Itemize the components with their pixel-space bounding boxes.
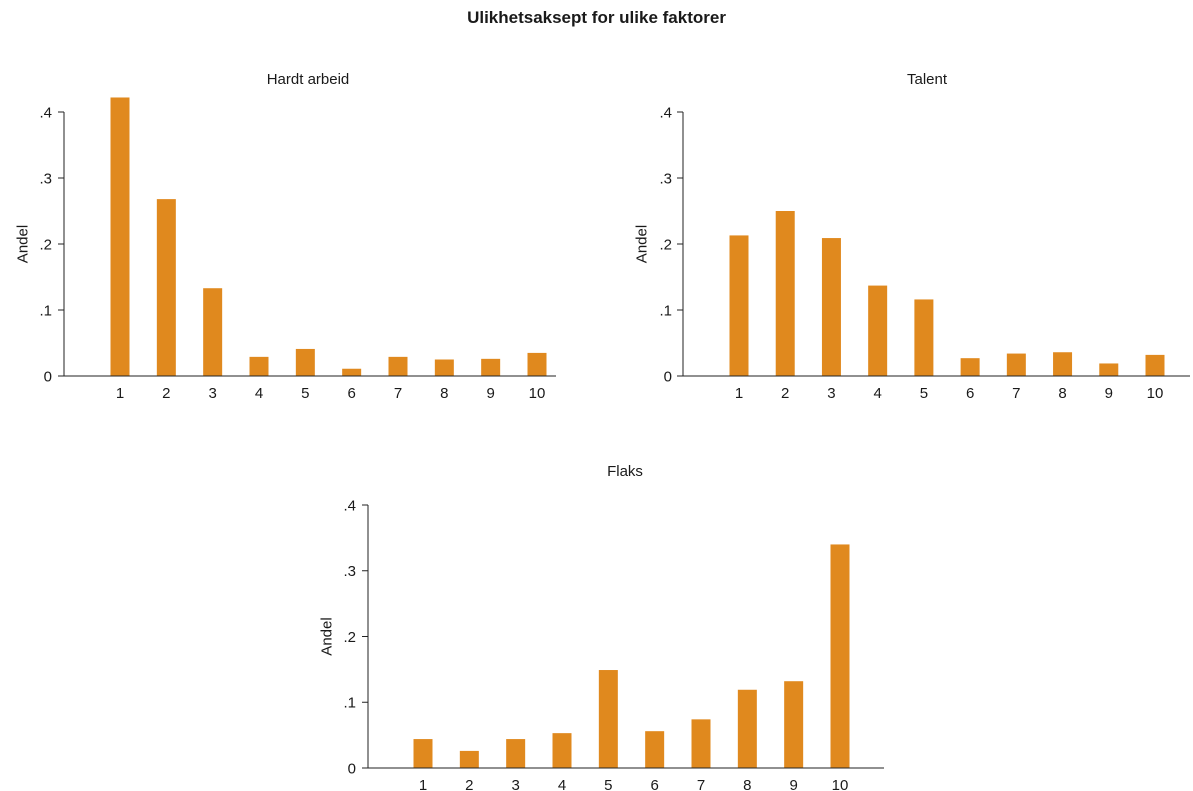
x-tick-label: 3 <box>511 777 519 791</box>
bar <box>784 681 804 768</box>
x-tick-label: 4 <box>873 385 881 402</box>
x-tick-label: 1 <box>735 385 743 402</box>
bar <box>156 199 176 376</box>
x-tick-label: 9 <box>789 777 797 791</box>
x-tick-label: 7 <box>697 777 705 791</box>
panel-title: Flaks <box>607 463 643 480</box>
x-tick-label: 1 <box>419 777 427 791</box>
bar <box>1099 363 1119 376</box>
bar <box>203 288 223 376</box>
x-tick-label: 3 <box>208 385 216 402</box>
x-tick-label: 5 <box>920 385 928 402</box>
y-tick-label: .2 <box>39 236 52 253</box>
x-tick-label: 3 <box>827 385 835 402</box>
y-tick-label: .4 <box>39 104 52 121</box>
y-tick-label: .2 <box>343 629 356 646</box>
bar <box>645 731 665 768</box>
bar <box>295 348 315 376</box>
x-tick-label: 4 <box>255 385 263 402</box>
x-tick-label: 10 <box>1147 385 1164 402</box>
bar <box>110 97 130 376</box>
y-axis-label: Andel <box>318 617 335 655</box>
bar <box>388 356 408 376</box>
bar <box>249 356 269 376</box>
bar <box>413 739 433 768</box>
y-tick-label: 0 <box>348 760 356 777</box>
bar <box>481 358 501 376</box>
bar <box>960 358 980 376</box>
bar <box>552 733 572 768</box>
y-axis-label: Andel <box>633 225 650 263</box>
bar <box>1006 353 1026 376</box>
x-tick-label: 6 <box>347 385 355 402</box>
x-tick-label: 9 <box>486 385 494 402</box>
x-tick-label: 8 <box>743 777 751 791</box>
x-tick-label: 8 <box>440 385 448 402</box>
y-tick-label: .1 <box>343 695 356 712</box>
y-tick-label: .4 <box>343 497 356 514</box>
bar <box>459 750 479 768</box>
y-tick-label: .3 <box>659 170 672 187</box>
x-tick-label: 6 <box>650 777 658 791</box>
bar <box>342 368 362 376</box>
y-tick-label: .2 <box>659 236 672 253</box>
x-tick-label: 4 <box>558 777 566 791</box>
bar <box>1053 352 1073 376</box>
y-axis-label: Andel <box>14 225 31 263</box>
bar <box>914 299 934 376</box>
x-tick-label: 7 <box>1012 385 1020 402</box>
x-tick-label: 5 <box>301 385 309 402</box>
x-tick-label: 1 <box>116 385 124 402</box>
y-tick-label: .1 <box>659 302 672 319</box>
bar <box>527 352 547 376</box>
x-tick-label: 9 <box>1105 385 1113 402</box>
y-tick-label: .4 <box>659 104 672 121</box>
x-tick-label: 2 <box>162 385 170 402</box>
x-tick-label: 10 <box>529 385 546 402</box>
x-tick-label: 8 <box>1058 385 1066 402</box>
bar <box>506 739 526 768</box>
x-tick-label: 5 <box>604 777 612 791</box>
x-tick-label: 2 <box>781 385 789 402</box>
bar <box>1145 354 1165 376</box>
bar <box>821 238 841 376</box>
bar <box>729 235 749 376</box>
x-tick-label: 10 <box>832 777 849 791</box>
x-tick-label: 7 <box>394 385 402 402</box>
figure-title: Ulikhetsaksept for ulike faktorer <box>467 8 726 27</box>
y-tick-label: .3 <box>39 170 52 187</box>
x-tick-label: 2 <box>465 777 473 791</box>
bar <box>775 211 795 376</box>
bar <box>434 359 454 376</box>
y-tick-label: .3 <box>343 563 356 580</box>
y-tick-label: 0 <box>664 368 672 385</box>
bar <box>830 544 850 768</box>
panel-title: Hardt arbeid <box>267 71 350 88</box>
bar <box>691 719 711 768</box>
x-tick-label: 6 <box>966 385 974 402</box>
panel-title: Talent <box>907 71 948 88</box>
y-tick-label: .1 <box>39 302 52 319</box>
bar <box>737 689 757 768</box>
bar <box>598 670 618 768</box>
y-tick-label: 0 <box>44 368 52 385</box>
bar <box>868 285 888 376</box>
